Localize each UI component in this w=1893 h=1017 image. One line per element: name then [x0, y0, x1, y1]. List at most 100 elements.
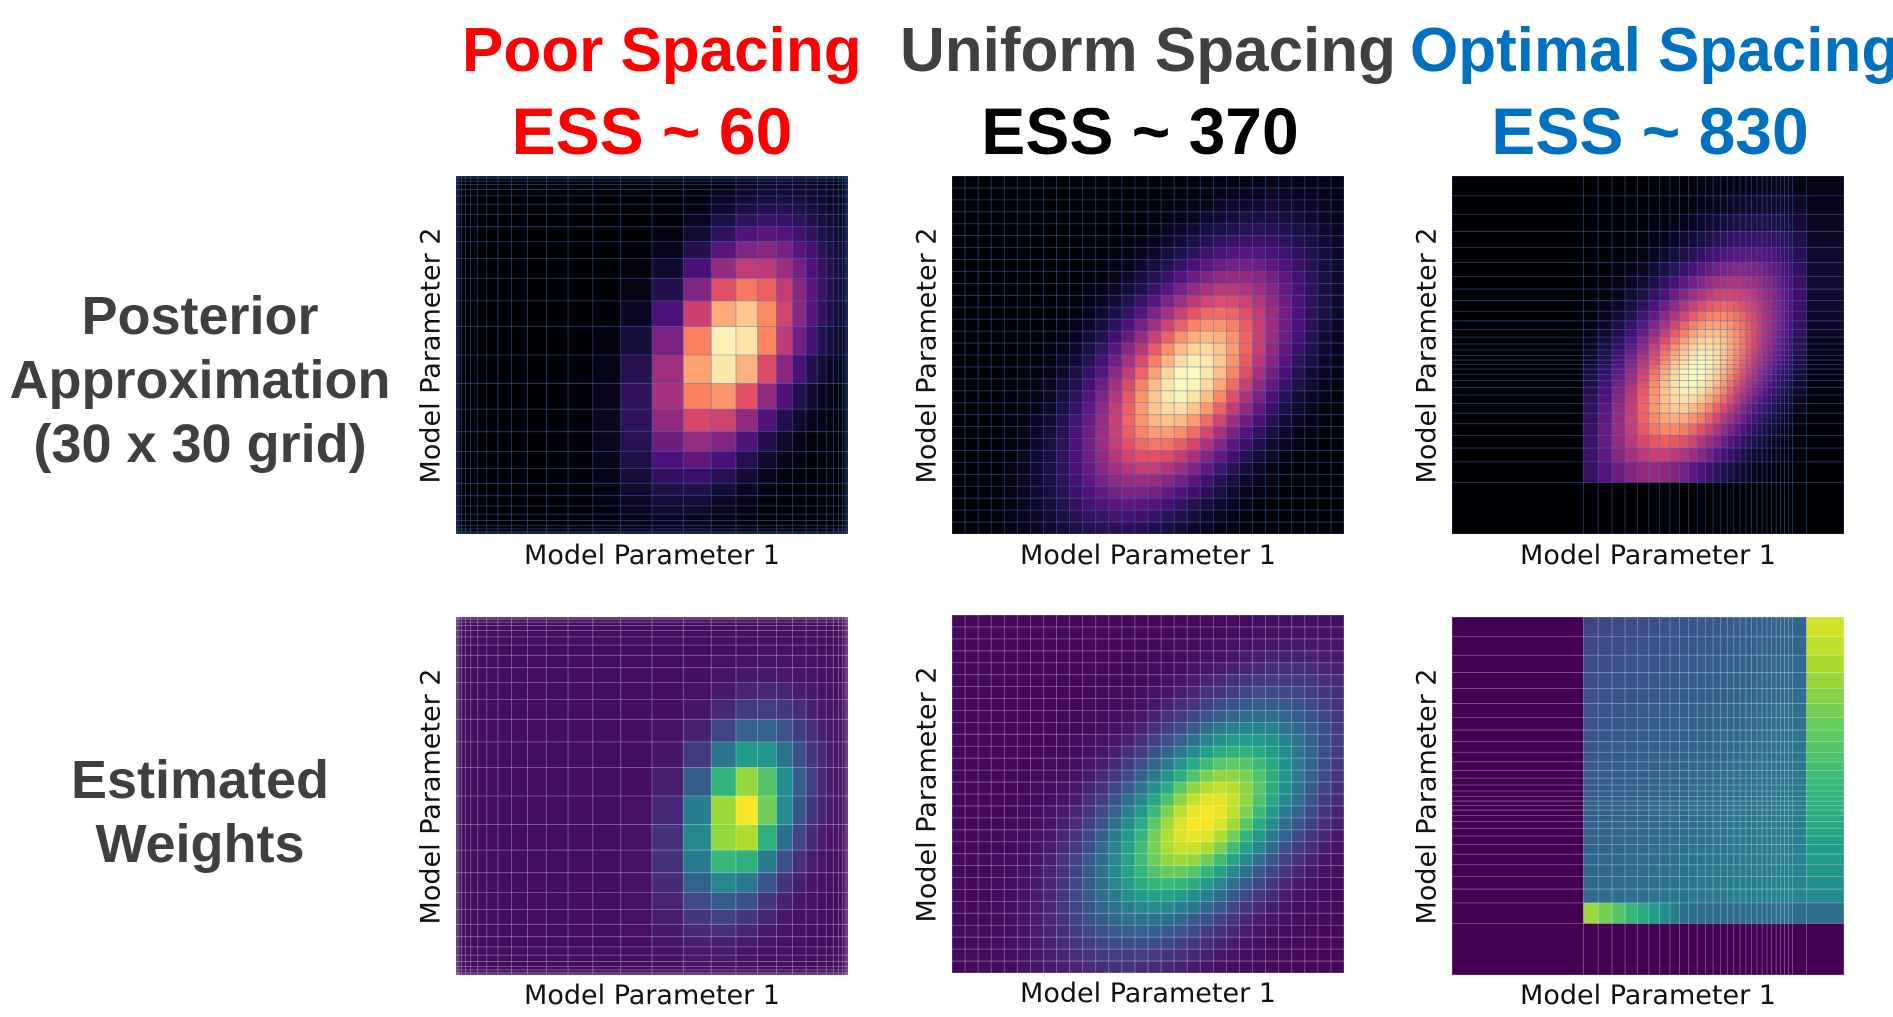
- heatmap-cell: [711, 258, 737, 279]
- heatmap-cell: [1213, 829, 1227, 843]
- heatmap-cell: [846, 719, 848, 743]
- heatmap-cell: [735, 326, 758, 356]
- heatmap-cell: [1771, 355, 1777, 361]
- heatmap-cell: [470, 451, 479, 469]
- heatmap-cell: [1598, 672, 1613, 689]
- heatmap-cell: [1713, 655, 1721, 673]
- heatmap-cell: [846, 955, 848, 962]
- heatmap-cell: [1082, 414, 1097, 427]
- heatmap-cell: [1069, 199, 1083, 213]
- heatmap-cell: [1108, 758, 1123, 771]
- heatmap-cell: [1679, 380, 1689, 388]
- heatmap-cell: [1330, 223, 1344, 236]
- heatmap-cell: [1598, 448, 1613, 463]
- heatmap-cell: [1756, 688, 1763, 704]
- heatmap-cell: [1069, 462, 1083, 475]
- heatmap-cell: [1727, 360, 1735, 365]
- heatmap-cell: [978, 295, 992, 308]
- heatmap-cell: [792, 622, 807, 626]
- heatmap-cell: [546, 667, 569, 683]
- heatmap-cell: [1330, 626, 1344, 640]
- heatmap-cell: [817, 936, 827, 948]
- heatmap-cell: [1043, 319, 1057, 332]
- heatmap-cell: [456, 966, 458, 971]
- heatmap-cell: [965, 355, 979, 368]
- heatmap-cell: [1751, 395, 1758, 404]
- heatmap-cell: [1745, 262, 1752, 277]
- heatmap-cell: [1637, 364, 1650, 370]
- heatmap-cell: [1174, 626, 1188, 640]
- heatmap-cell: [511, 946, 528, 956]
- heatmap-cell: [461, 505, 466, 515]
- heatmap-cell: [1004, 319, 1018, 332]
- heatmap-cell: [776, 617, 793, 619]
- heatmap-cell: [1108, 794, 1123, 807]
- heatmap-cell: [1082, 626, 1097, 640]
- heatmap-cell: [456, 226, 458, 242]
- heatmap-cell: [1004, 865, 1018, 878]
- heatmap-cell: [1291, 283, 1306, 296]
- heatmap-cell: [1688, 448, 1698, 463]
- heatmap-cell: [1134, 961, 1149, 973]
- heatmap-cell: [1108, 949, 1123, 962]
- heatmap-cell: [978, 913, 992, 926]
- heatmap-cell: [757, 969, 777, 973]
- heatmap-cell: [1756, 247, 1763, 263]
- heatmap-cell: [845, 619, 848, 623]
- heatmap-cell: [1004, 817, 1018, 831]
- heatmap-cell: [1766, 403, 1772, 414]
- heatmap-cell: [465, 973, 472, 975]
- heatmap-cell: [1679, 364, 1689, 370]
- heatmap-cell: [1226, 913, 1240, 926]
- heatmap-cell: [1252, 522, 1266, 534]
- heatmap-cell: [1304, 794, 1319, 807]
- heatmap-cell: [1745, 214, 1752, 232]
- heatmap-cell: [1330, 307, 1344, 320]
- heatmap-cell: [1056, 865, 1070, 878]
- heatmap-cell: [991, 710, 1005, 723]
- heatmap-cell: [1598, 355, 1613, 361]
- heatmap-cell: [1771, 364, 1777, 370]
- heatmap-cell: [1697, 176, 1706, 197]
- heatmap-cell: [845, 468, 848, 484]
- heatmap-cell: [1751, 482, 1758, 534]
- heatmap-cell: [1069, 271, 1083, 284]
- heatmap-cell: [1659, 329, 1671, 338]
- heatmap-cell: [846, 176, 848, 178]
- heatmap-cell: [1720, 214, 1728, 232]
- heatmap-cell: [776, 525, 793, 530]
- heatmap-cell: [470, 258, 479, 279]
- heatmap-cell: [1766, 311, 1772, 322]
- heatmap-cell: [1265, 211, 1279, 225]
- heatmap-cell: [1625, 369, 1638, 375]
- heatmap-cell: [846, 619, 848, 623]
- heatmap-cell: [1792, 337, 1807, 345]
- heatmap-cell: [1043, 734, 1057, 747]
- heatmap-cell: [1265, 817, 1279, 831]
- heatmap-cell: [546, 241, 569, 259]
- heatmap-cell: [652, 645, 684, 656]
- heatmap-cell: [1304, 366, 1319, 380]
- heatmap-cell: [965, 283, 979, 296]
- heatmap-cell: [1121, 913, 1136, 926]
- heatmap-cell: [1069, 770, 1083, 783]
- heatmap-cell: [711, 741, 737, 768]
- heatmap-cell: [1304, 841, 1319, 854]
- heatmap-cell: [1317, 295, 1332, 308]
- heatmap-cell: [1200, 474, 1214, 487]
- heatmap-cell: [1108, 961, 1123, 973]
- heatmap-cell: [1317, 925, 1332, 938]
- heatmap-cell: [1148, 722, 1162, 735]
- heatmap-cell: [1705, 688, 1714, 704]
- heatmap-cell: [1727, 311, 1735, 322]
- heatmap-cell: [1265, 805, 1279, 819]
- heatmap-cell: [461, 495, 466, 507]
- heatmap-cell: [1766, 337, 1772, 345]
- heatmap-cell: [965, 235, 979, 248]
- heatmap-cell: [1004, 271, 1018, 284]
- heatmap-cell: [1598, 276, 1613, 290]
- heatmap-cell: [1200, 283, 1214, 296]
- heatmap-cell: [1727, 350, 1735, 356]
- heatmap-cell: [792, 514, 807, 521]
- heatmap-cell: [1713, 380, 1721, 388]
